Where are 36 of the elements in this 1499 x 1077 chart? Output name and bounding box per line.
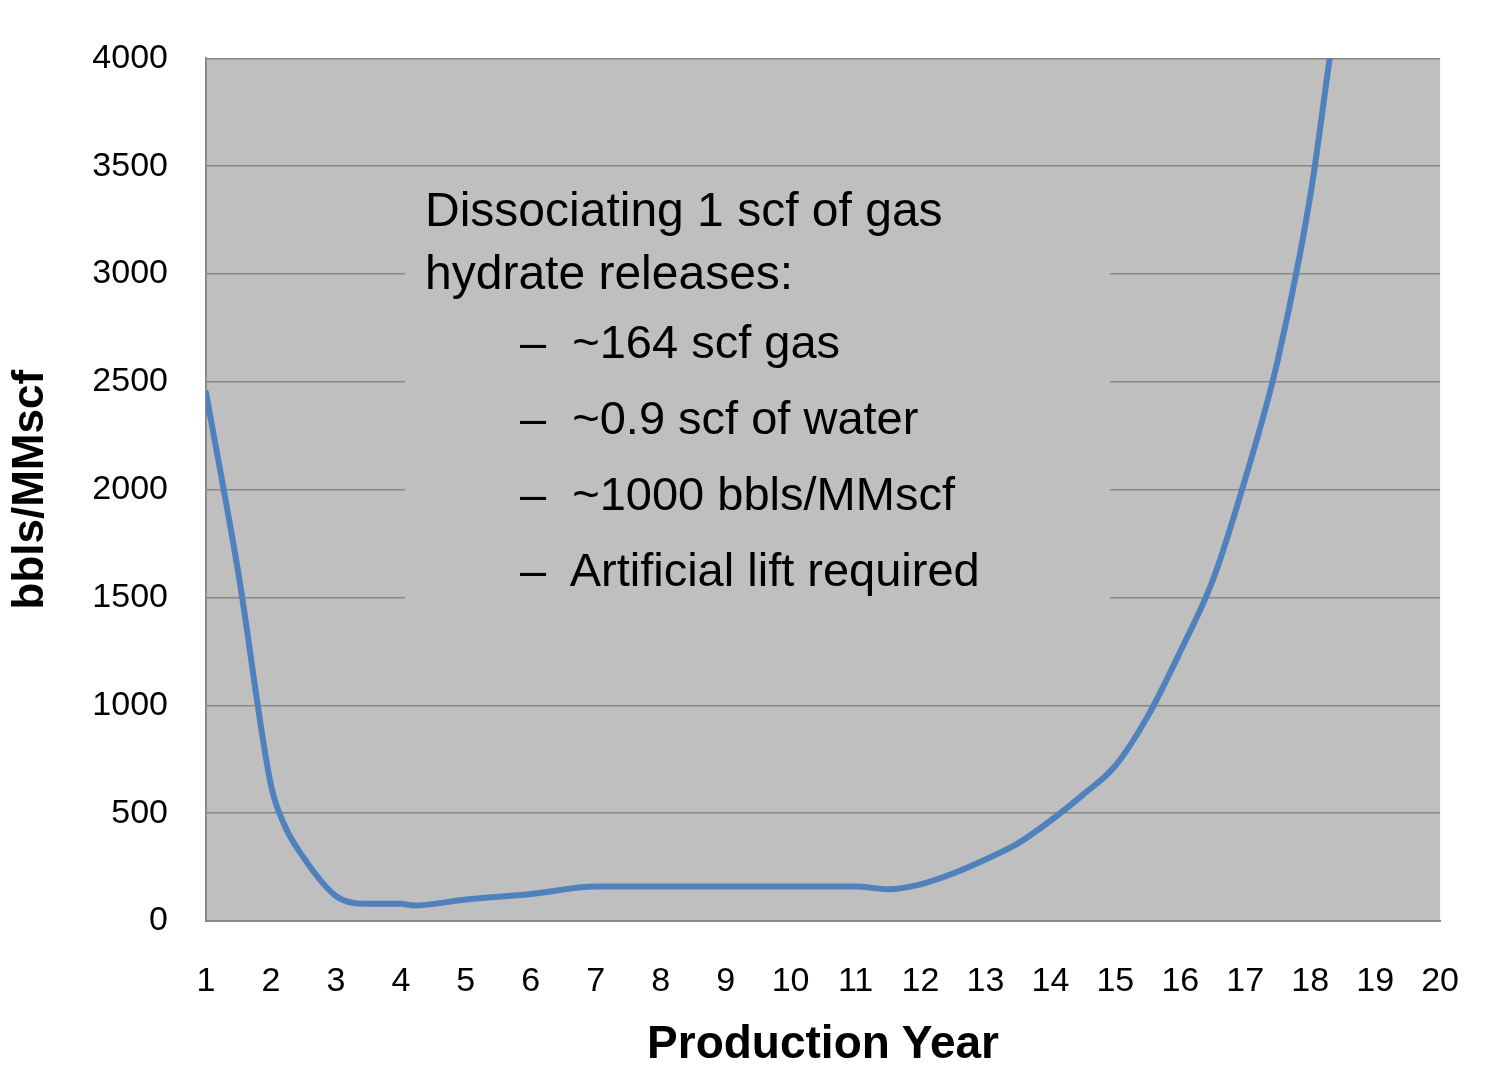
y-tick-label: 2000 [92,468,168,507]
x-tick-label: 17 [1226,959,1265,998]
x-axis-title: Production Year [647,1016,1000,1069]
annotation: – ~1000 bbls/MMscf [519,466,956,522]
x-tick-label: 12 [901,959,940,998]
y-tick-label: 2500 [92,360,168,399]
y-tick-label: 1000 [92,683,168,722]
x-tick-label: 1 [196,959,216,998]
x-tick-label: 13 [966,959,1005,998]
y-tick-label: 0 [149,899,168,938]
y-tick-label: 4000 [92,36,168,75]
x-tick-label: 10 [771,959,810,998]
x-tick-label: 18 [1291,959,1330,998]
x-tick-label: 4 [391,959,411,998]
y-tick-label: 3500 [92,144,168,183]
annotation: – ~164 scf gas [519,314,842,370]
x-tick-label: 8 [651,959,671,998]
x-tick-label: 2 [261,959,281,998]
x-tick-label: 5 [456,959,476,998]
x-tick-label: 15 [1096,959,1135,998]
annotation: – ~0.9 scf of water [519,390,920,446]
x-tick-label: 14 [1031,959,1070,998]
y-tick-label: 3000 [92,252,168,291]
x-tick-label: 9 [716,959,736,998]
annotation: Dissociating 1 scf of gas hydrate releases: [424,182,944,301]
x-tick-label: 7 [586,959,606,998]
x-tick-label: 16 [1161,959,1200,998]
annotation: – Artificial lift required [519,542,981,598]
x-tick-label: 11 [837,959,874,998]
y-axis-title: bbls/MMscf [2,369,52,610]
x-tick-label: 19 [1356,959,1395,998]
y-tick-label: 500 [111,791,168,830]
y-tick-label: 1500 [92,575,168,614]
x-tick-label: 3 [326,959,346,998]
x-tick-label: 6 [521,959,541,998]
x-tick-label: 20 [1421,959,1459,998]
